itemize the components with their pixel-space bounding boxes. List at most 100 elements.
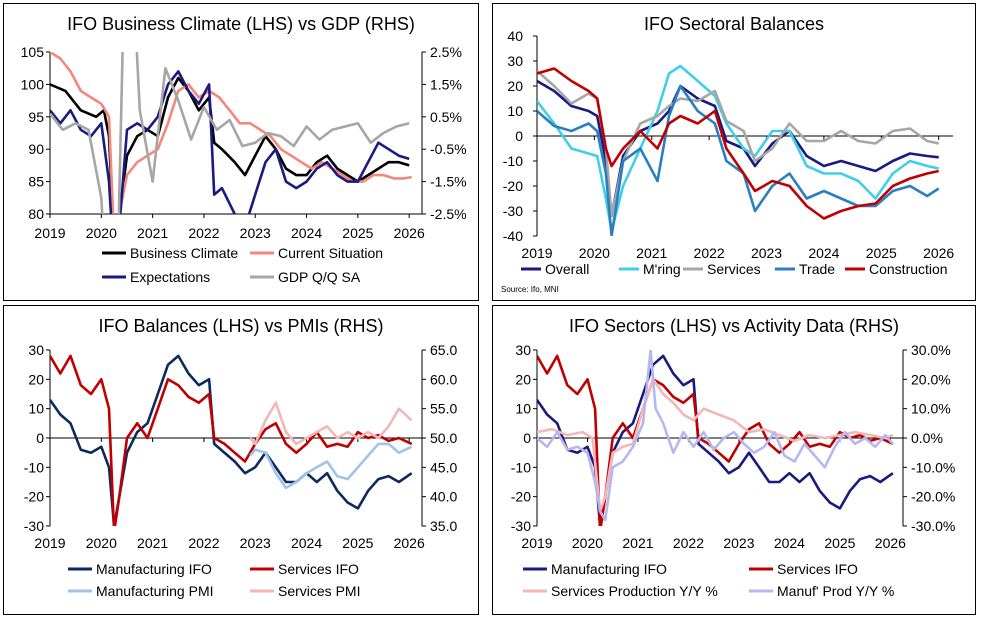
x-tick-label: 2026: [394, 225, 425, 241]
panel-business-climate: IFO Business Climate (LHS) vs GDP (RHS) 8…: [3, 3, 479, 301]
y-right-tick-label: 30.0%: [911, 342, 951, 358]
x-tick-label: 2020: [579, 245, 610, 261]
y-left-tick-label: -20: [503, 178, 523, 194]
x-tick-label: 2021: [137, 535, 168, 551]
chart-balances-pmis: IFO Balances (LHS) vs PMIs (RHS) -30 -20 -1…: [24, 316, 458, 599]
x-tick-label: 2020: [86, 535, 117, 551]
chart-sectors-activity: IFO Sectors (LHS) vs Activity Data (RHS)…: [511, 316, 956, 599]
x-tick-label: 2024: [808, 245, 839, 261]
x-tick-label: 2023: [723, 535, 754, 551]
x-tick-label: 2022: [694, 245, 725, 261]
panel-sectoral-balances: IFO Sectoral Balances -40 -30 -20 -10 0 10 20 30…: [492, 3, 976, 301]
y-left-tick-label: 0: [36, 430, 44, 446]
chart-title: IFO Balances (LHS) vs PMIs (RHS): [98, 316, 383, 336]
y-left-tick-label: 20: [515, 371, 531, 387]
y-right-tick-label: 50.0: [430, 430, 457, 446]
series-line-construction: [537, 67, 939, 220]
y-left-tick-label: 10: [515, 401, 531, 417]
x-tick-label: 2019: [521, 245, 552, 261]
y-left-tick-label: -30: [24, 518, 44, 534]
y-right-tick-label: 0.0%: [911, 430, 943, 446]
legend-label-manufacturing-ifo: Manufacturing IFO: [551, 561, 667, 577]
x-tick-label: 2022: [673, 535, 704, 551]
y-right-tick-label: 40.0: [430, 489, 457, 505]
legend-label-m-ring: M'ring: [643, 261, 681, 277]
x-tick-label: 2026: [923, 245, 954, 261]
x-tick-label: 2023: [240, 535, 271, 551]
x-tick-label: 2025: [342, 535, 373, 551]
x-tick-label: 2021: [137, 225, 168, 241]
series-group: [537, 350, 894, 526]
x-tick-label: 2025: [866, 245, 897, 261]
y-left-tick-label: 95: [28, 109, 44, 125]
y-right-tick-label: 0.5%: [430, 109, 462, 125]
y-left-tick-label: -10: [511, 459, 531, 475]
y-left-tick-label: 0: [515, 128, 523, 144]
y-right-tick-label: -30.0%: [911, 518, 955, 534]
legend-label-business-climate: Business Climate: [130, 245, 238, 261]
x-tick-label: 2023: [751, 245, 782, 261]
panel-sectors-activity: IFO Sectors (LHS) vs Activity Data (RHS)…: [492, 305, 976, 615]
x-tick-label: 2022: [188, 225, 219, 241]
x-tick-label: 2024: [774, 535, 805, 551]
x-tick-label: 2026: [875, 535, 906, 551]
series-line-manufacturing-pmi: [249, 442, 413, 490]
y-left-tick-label: -40: [503, 228, 523, 244]
y-left-tick-label: 30: [515, 342, 531, 358]
y-left-tick-label: -20: [511, 489, 531, 505]
y-right-tick-label: 65.0: [430, 342, 457, 358]
legend-label-services-production-y-y: Services Production Y/Y %: [551, 583, 718, 599]
legend-label-services-ifo: Services IFO: [777, 561, 858, 577]
y-right-tick-label: -0.5%: [430, 141, 467, 157]
y-right-tick-label: 2.5%: [430, 44, 462, 60]
series-group: [537, 64, 940, 236]
x-tick-label: 2020: [572, 535, 603, 551]
legend-label-manufacturing-pmi: Manufacturing PMI: [96, 583, 214, 599]
legend-label-manuf-prod-y-y: Manuf' Prod Y/Y %: [777, 583, 894, 599]
y-left-tick-label: -20: [24, 489, 44, 505]
y-left-tick-label: -10: [503, 153, 523, 169]
x-tick-label: 2023: [240, 225, 271, 241]
legend-label-current-situation: Current Situation: [278, 245, 383, 261]
y-right-tick-label: 1.5%: [430, 76, 462, 92]
y-right-tick-label: 45.0: [430, 459, 457, 475]
y-right-tick-label: -10.0%: [911, 459, 955, 475]
y-left-tick-label: -30: [511, 518, 531, 534]
legend-label-services-pmi: Services PMI: [278, 583, 360, 599]
x-tick-label: 2025: [824, 535, 855, 551]
chart-sectoral-balances: IFO Sectoral Balances -40 -30 -20 -10 0 10 20 30…: [501, 14, 954, 294]
series-line-manuf-prod-y-y: [537, 350, 894, 522]
y-left-tick-label: 80: [28, 206, 44, 222]
y-left-tick-label: 90: [28, 141, 44, 157]
y-right-tick-label: -20.0%: [911, 489, 955, 505]
legend-label-trade: Trade: [799, 261, 835, 277]
series-line-manufacturing-ifo: [50, 354, 413, 526]
legend-label-services-ifo: Services IFO: [278, 561, 359, 577]
chart-business-climate: IFO Business Climate (LHS) vs GDP (RHS) 8…: [21, 14, 467, 285]
y-left-tick-label: 30: [507, 53, 523, 69]
y-left-tick-label: 100: [21, 76, 45, 92]
series-line-services-ifo: [50, 354, 413, 526]
legend-label-manufacturing-ifo: Manufacturing IFO: [96, 561, 212, 577]
y-left-tick-label: -30: [503, 203, 523, 219]
x-tick-label: 2024: [291, 535, 322, 551]
chart-title: IFO Business Climate (LHS) vs GDP (RHS): [67, 14, 415, 34]
y-left-tick-label: 40: [507, 28, 523, 44]
chart-title: IFO Sectors (LHS) vs Activity Data (RHS): [569, 316, 899, 336]
y-left-tick-label: 20: [28, 371, 44, 387]
y-right-tick-label: 10.0%: [911, 401, 951, 417]
x-tick-label: 2019: [521, 535, 552, 551]
y-right-tick-label: 20.0%: [911, 371, 951, 387]
y-right-tick-label: 60.0: [430, 371, 457, 387]
x-tick-label: 2022: [188, 535, 219, 551]
source-note: Source: Ifo, MNI: [501, 285, 559, 294]
x-tick-label: 2019: [34, 535, 65, 551]
x-tick-label: 2026: [394, 535, 425, 551]
series-group: [50, 52, 412, 214]
y-left-tick-label: 105: [21, 44, 45, 60]
series-line-services-production-y-y: [537, 378, 894, 513]
y-left-tick-label: 20: [507, 78, 523, 94]
y-left-tick-label: 0: [523, 430, 531, 446]
series-line-overall: [537, 79, 939, 218]
